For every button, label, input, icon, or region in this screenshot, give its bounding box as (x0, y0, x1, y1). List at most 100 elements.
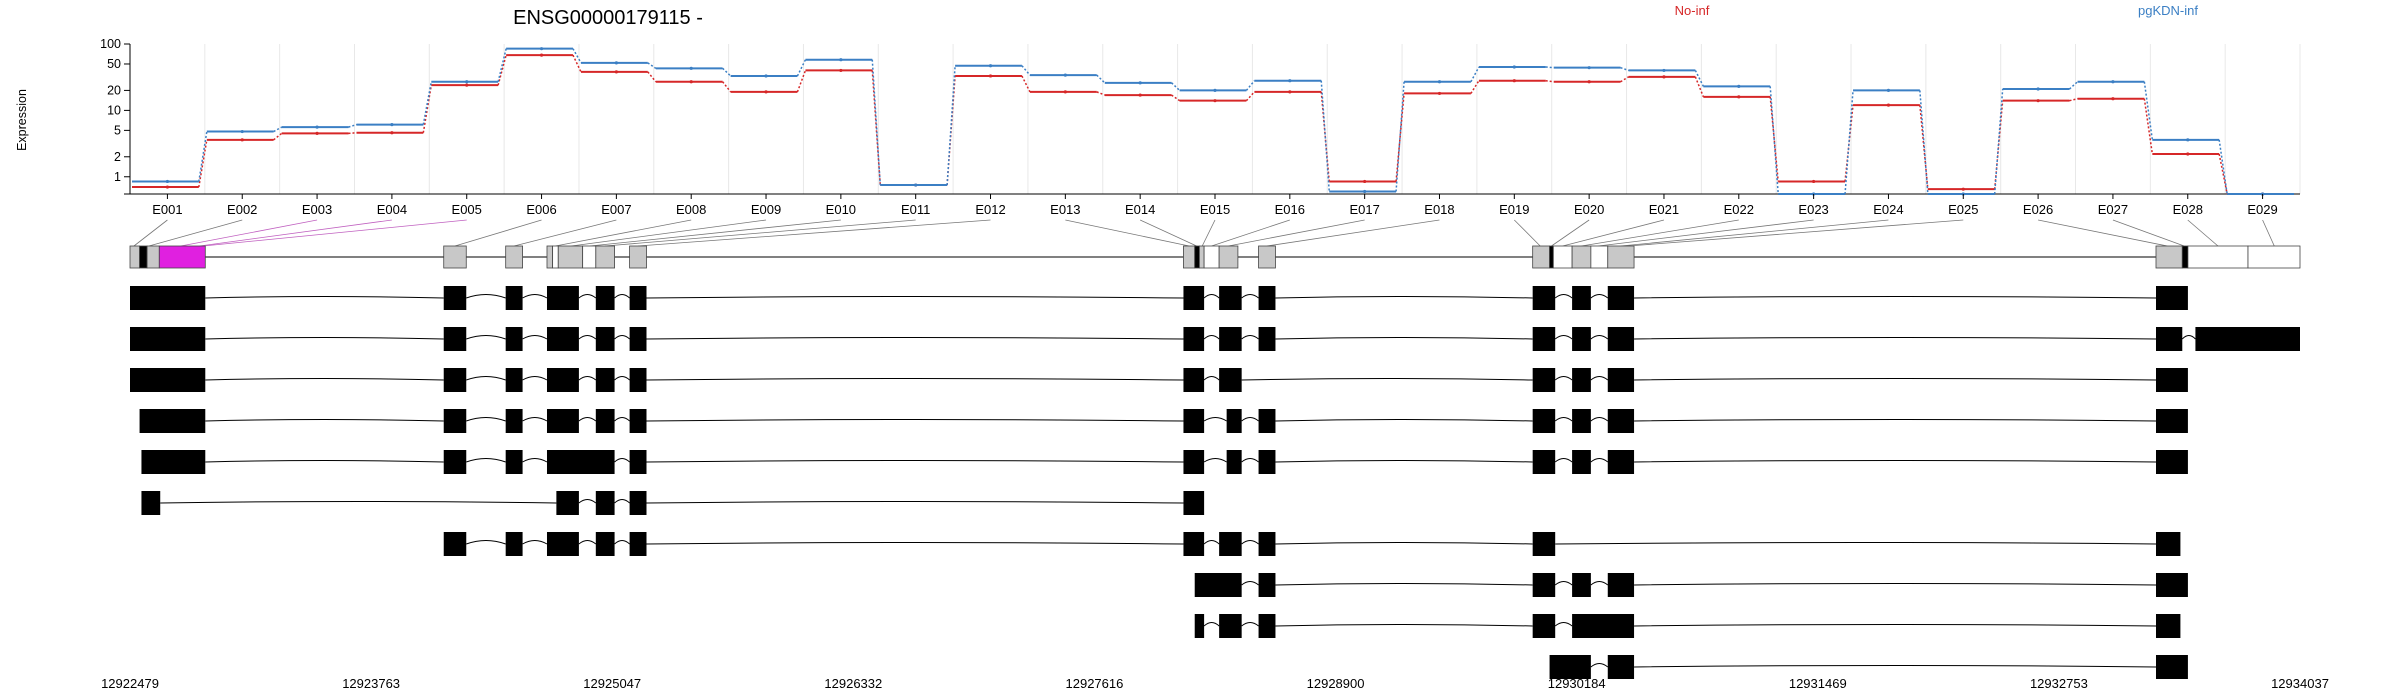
exon-label: E004 (377, 202, 407, 217)
y-axis: 100 50 20 10 5 2 1 (100, 37, 130, 195)
exon-connector (1065, 219, 1190, 247)
intron-line (522, 540, 548, 545)
transcript-exon (141, 450, 206, 474)
intron-line (1203, 622, 1220, 627)
intron-line (1555, 542, 2157, 545)
transcript-exon (546, 368, 579, 392)
transcript-exon (595, 327, 615, 351)
data-point (1662, 75, 1666, 79)
gene-exon-bin (1194, 245, 1200, 269)
transcript-exon (139, 409, 206, 433)
intron-line (1590, 581, 1609, 586)
intron-line (1634, 296, 2157, 299)
exon-connector (203, 219, 467, 247)
data-point (390, 131, 394, 135)
transcript-exon (1607, 327, 1635, 351)
series-transition (1245, 91, 1255, 102)
transcript-exon (505, 327, 523, 351)
transcript-exon (1532, 614, 1556, 638)
transcript-exon (1226, 450, 1242, 474)
exon-connector (2187, 219, 2219, 247)
data-point (240, 129, 244, 134)
data-point (614, 61, 618, 65)
transcript-exon (1607, 368, 1635, 392)
transcript-exon (1258, 614, 1276, 638)
transcript-exon (1183, 409, 1205, 433)
transcript-exon (629, 286, 647, 310)
gene-exon-bin (1571, 245, 1592, 269)
exon-connector (148, 219, 243, 247)
intron-line (1241, 458, 1259, 463)
data-point (614, 70, 618, 74)
transcript-row (130, 368, 2188, 392)
intron-line (578, 417, 597, 422)
transcript-row (141, 491, 1205, 515)
intron-line (1275, 542, 1533, 545)
series-transition (647, 71, 657, 83)
intron-line (578, 335, 597, 340)
transcript-exon (1607, 409, 1635, 433)
data-point (1063, 90, 1067, 94)
exon-label: E029 (2247, 202, 2277, 217)
transcript-exon (1258, 450, 1276, 474)
series-transition (1919, 90, 1929, 195)
exon-connector (638, 219, 991, 247)
intron-line (1634, 460, 2157, 463)
series-transition (1545, 79, 1554, 83)
exon-connector (180, 219, 318, 247)
exon-label: E003 (302, 202, 332, 217)
series-transition (198, 139, 208, 188)
grid (129, 44, 2301, 195)
data-point (315, 131, 319, 136)
series-transition (572, 48, 582, 64)
data-point (465, 80, 469, 84)
genomic-coordinate-label: 12934037 (2271, 676, 2329, 691)
transcript-exon (2155, 655, 2188, 679)
data-point (465, 83, 469, 87)
intron-line (466, 458, 506, 463)
gene-exon-bin (1218, 245, 1239, 269)
transcript-exon (1219, 286, 1242, 310)
intron-line (1554, 335, 1573, 340)
intron-line (614, 499, 630, 504)
transcript-exon (1194, 614, 1205, 638)
intron-line (1634, 665, 2157, 668)
data-point (1363, 179, 1367, 184)
intron-line (1275, 337, 1533, 340)
intron-line (1554, 622, 1573, 627)
transcript-exon (1183, 532, 1205, 556)
intron-line (1554, 581, 1573, 586)
genomic-coordinate-label: 12932753 (2030, 676, 2088, 691)
series-transition (2143, 98, 2154, 155)
intron-line (578, 540, 597, 545)
gene-exon-bin (557, 245, 584, 269)
transcript-exon (1183, 286, 1205, 310)
data-point (539, 47, 544, 51)
series-transition (273, 132, 283, 141)
data-point (2036, 99, 2040, 103)
gene-exon-bin (129, 245, 140, 269)
gene-exon-bin (1183, 245, 1196, 269)
series-transition (1021, 75, 1031, 93)
intron-line (646, 296, 1184, 299)
intron-line (1275, 296, 1533, 299)
intron-line (1590, 335, 1609, 340)
exon-connector (1581, 219, 1739, 247)
series-transition (1844, 90, 1854, 195)
series-transition (422, 85, 433, 133)
data-point (1288, 79, 1292, 83)
transcript-exon (1532, 532, 1556, 556)
data-point (914, 183, 918, 187)
y-axis-label: Expression (15, 89, 29, 151)
exon-label: E028 (2173, 202, 2203, 217)
exon-label: E023 (1798, 202, 1828, 217)
y-tick-label: 2 (114, 150, 121, 164)
exon-label: E002 (227, 202, 257, 217)
transcript-exon (2155, 327, 2183, 351)
y-tick-label: 5 (114, 123, 121, 137)
intron-line (1203, 294, 1220, 299)
data-point (839, 58, 843, 62)
data-point (1587, 80, 1591, 84)
intron-line (2181, 335, 2196, 340)
intron-line (614, 335, 630, 340)
